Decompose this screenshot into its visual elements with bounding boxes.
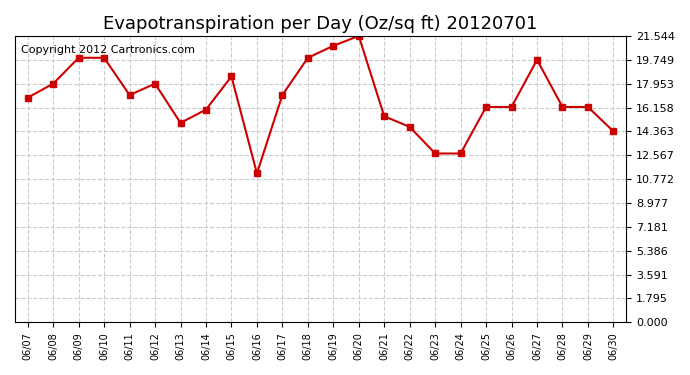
- Title: Evapotranspiration per Day (Oz/sq ft) 20120701: Evapotranspiration per Day (Oz/sq ft) 20…: [104, 15, 538, 33]
- Text: Copyright 2012 Cartronics.com: Copyright 2012 Cartronics.com: [21, 45, 195, 54]
